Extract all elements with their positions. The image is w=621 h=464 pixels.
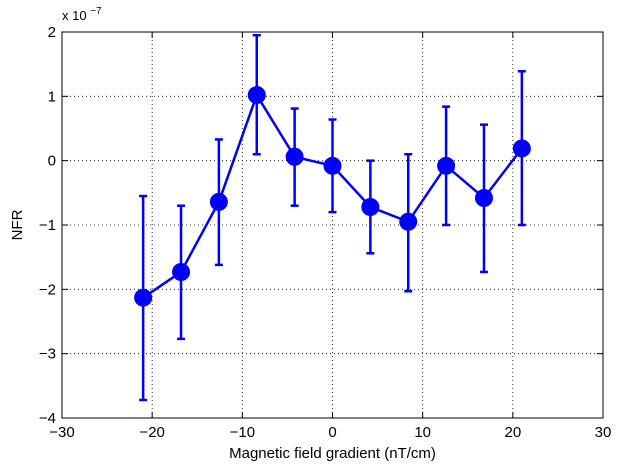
y-axis-label: NFR: [9, 209, 26, 240]
y-tick-label: −3: [39, 346, 56, 363]
grid-lines: [62, 32, 603, 418]
data-point: [172, 262, 191, 281]
x-tick-label: 0: [328, 424, 336, 441]
y-tick-label: −2: [39, 281, 56, 298]
data-point: [437, 156, 456, 175]
x-tick-label: 20: [504, 424, 521, 441]
x-tick-label: 30: [595, 424, 612, 441]
data-point: [474, 188, 493, 207]
y-tick-label: −4: [39, 410, 56, 427]
series-layer: [134, 33, 531, 402]
y-tick-label: 2: [48, 24, 56, 41]
y-tick-label: −1: [39, 217, 56, 234]
y-tick-labels: −4 −3 −2 −1 0 1 2: [39, 24, 56, 427]
y-multiplier-label: x 10 −7: [62, 6, 102, 23]
data-point: [134, 288, 153, 307]
x-tick-labels: −30 −20 −10 0 10 20 30: [49, 424, 611, 441]
x-axis-label: Magnetic field gradient (nT/cm): [229, 445, 436, 462]
data-point: [209, 192, 228, 211]
data-series: [134, 33, 531, 402]
data-point: [285, 147, 304, 166]
y-tick-label: 0: [48, 153, 56, 170]
data-point: [512, 139, 531, 158]
x-tick-label: −20: [139, 424, 164, 441]
x-tick-label: 10: [414, 424, 431, 441]
axis-ticks: [61, 31, 604, 419]
x-tick-label: −30: [49, 424, 74, 441]
y-multiplier-base: x 10: [62, 8, 87, 23]
x-tick-label: −10: [230, 424, 255, 441]
y-tick-label: 1: [48, 88, 56, 105]
data-point: [361, 197, 380, 216]
data-point: [323, 156, 342, 175]
data-point: [247, 86, 266, 105]
data-point: [399, 212, 418, 231]
y-multiplier-exponent: −7: [90, 6, 102, 17]
